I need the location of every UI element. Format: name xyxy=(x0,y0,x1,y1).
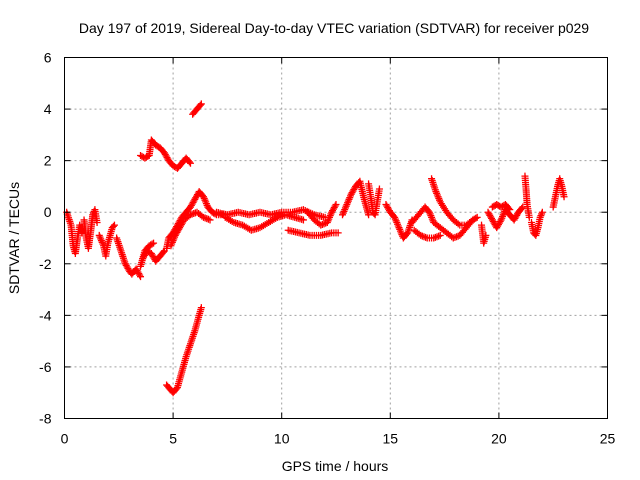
data-point xyxy=(436,231,444,239)
data-point xyxy=(148,240,156,248)
data-point xyxy=(93,219,101,227)
data-point xyxy=(505,204,513,212)
data-point xyxy=(506,206,514,214)
y-tick-label: -4 xyxy=(39,307,52,323)
satellite-arc xyxy=(284,226,342,239)
satellite-arc xyxy=(428,175,477,229)
y-tick-label: -8 xyxy=(39,411,52,427)
satellite-arc xyxy=(527,208,546,239)
satellite-arc xyxy=(113,234,145,281)
data-point xyxy=(332,200,340,208)
satellite-arc xyxy=(63,208,86,257)
satellite-arc xyxy=(410,226,444,242)
data-point xyxy=(467,217,475,225)
data-point xyxy=(159,248,167,256)
satellite-arc xyxy=(137,239,158,270)
axis-ticks: 0 5 10 15 20 25 -8 -6 -4 -2 0 2 4 6 xyxy=(39,50,615,447)
satellite-arc xyxy=(137,136,194,172)
satellite-arc xyxy=(167,208,214,250)
satellite-arc xyxy=(339,177,373,219)
y-tick-label: 2 xyxy=(44,153,52,169)
y-tick-label: 6 xyxy=(44,50,52,66)
grid-lines xyxy=(64,57,608,419)
data-point xyxy=(197,100,205,108)
data-point xyxy=(469,216,477,224)
satellite-arc xyxy=(484,203,527,232)
satellite-arc xyxy=(163,304,205,397)
data-point xyxy=(196,101,204,109)
data-point xyxy=(136,271,144,279)
satellite-arc xyxy=(189,100,205,118)
series-sdtvar xyxy=(63,100,568,397)
x-tick-label: 10 xyxy=(274,431,290,447)
data-point xyxy=(186,159,194,167)
data-point xyxy=(197,304,205,312)
x-tick-label: 20 xyxy=(491,431,507,447)
satellite-arc xyxy=(304,200,340,229)
data-point xyxy=(150,239,158,247)
satellite-arc xyxy=(478,221,490,247)
satellite-arc xyxy=(365,180,383,219)
satellite-arc xyxy=(549,175,568,211)
plot-frame xyxy=(64,57,608,419)
data-point xyxy=(299,216,307,224)
data-point xyxy=(473,213,481,221)
data-point xyxy=(172,385,180,393)
data-point xyxy=(206,216,214,224)
x-tick-label: 0 xyxy=(61,431,69,447)
x-tick-label: 25 xyxy=(600,431,616,447)
x-tick-label: 15 xyxy=(383,431,399,447)
data-point xyxy=(482,231,490,239)
y-tick-label: 4 xyxy=(44,101,52,117)
data-point xyxy=(331,202,339,210)
data-point xyxy=(185,158,193,166)
data-point xyxy=(525,213,533,221)
satellite-arc xyxy=(80,206,101,252)
data-point xyxy=(109,222,117,230)
x-axis-label: GPS time / hours xyxy=(282,458,389,474)
y-tick-label: 0 xyxy=(44,204,52,220)
y-tick-label: -6 xyxy=(39,359,52,375)
data-point xyxy=(365,211,373,219)
data-point xyxy=(375,185,383,193)
data-point xyxy=(496,217,504,225)
satellite-arc xyxy=(488,200,514,214)
data-points xyxy=(63,100,568,397)
satellite-arc xyxy=(95,221,118,260)
data-point xyxy=(334,229,342,237)
satellite-arc xyxy=(521,172,533,221)
y-axis-label: SDTVAR / TECUs xyxy=(6,182,22,294)
data-point xyxy=(454,220,462,228)
data-point xyxy=(110,221,118,229)
y-tick-label: -2 xyxy=(39,256,52,272)
data-point xyxy=(518,204,526,212)
data-point xyxy=(538,208,546,216)
data-point xyxy=(537,212,545,220)
x-tick-label: 5 xyxy=(169,431,177,447)
data-point xyxy=(560,193,568,201)
data-point xyxy=(137,273,145,281)
chart-title: Day 197 of 2019, Sidereal Day-to-day VTE… xyxy=(79,20,589,36)
